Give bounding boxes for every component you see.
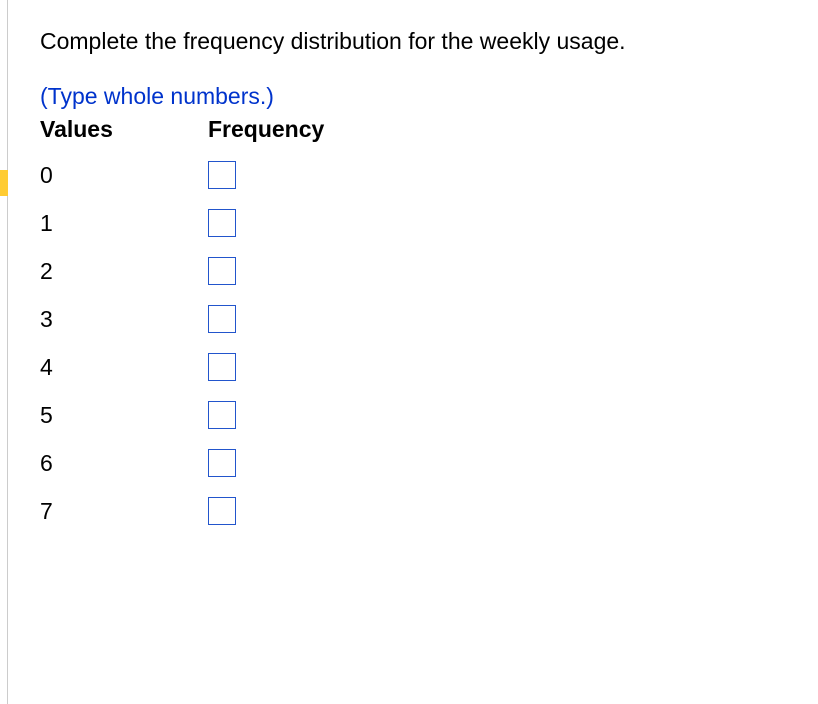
prompt-text: Complete the frequency distribution for … <box>40 28 818 55</box>
input-cell <box>208 199 324 247</box>
value-cell: 1 <box>40 199 208 247</box>
table-row: 1 <box>40 199 324 247</box>
value-cell: 7 <box>40 487 208 535</box>
input-cell <box>208 391 324 439</box>
input-cell <box>208 151 324 199</box>
table-row: 5 <box>40 391 324 439</box>
frequency-input-3[interactable] <box>208 305 236 333</box>
value-cell: 5 <box>40 391 208 439</box>
input-cell <box>208 343 324 391</box>
frequency-header: Frequency <box>208 116 324 151</box>
frequency-table: Values Frequency 0 1 2 3 <box>40 116 324 535</box>
frequency-input-4[interactable] <box>208 353 236 381</box>
frequency-input-5[interactable] <box>208 401 236 429</box>
input-cell <box>208 247 324 295</box>
table-row: 3 <box>40 295 324 343</box>
left-rule <box>0 0 8 704</box>
frequency-input-1[interactable] <box>208 209 236 237</box>
row-marker <box>0 170 8 196</box>
question-panel: Complete the frequency distribution for … <box>0 0 818 535</box>
values-header: Values <box>40 116 208 151</box>
table-row: 2 <box>40 247 324 295</box>
value-cell: 3 <box>40 295 208 343</box>
table-row: 0 <box>40 151 324 199</box>
frequency-input-2[interactable] <box>208 257 236 285</box>
input-cell <box>208 295 324 343</box>
table-row: 6 <box>40 439 324 487</box>
value-cell: 2 <box>40 247 208 295</box>
input-cell <box>208 487 324 535</box>
table-row: 7 <box>40 487 324 535</box>
value-cell: 6 <box>40 439 208 487</box>
hint-text: (Type whole numbers.) <box>40 83 818 110</box>
table-header-row: Values Frequency <box>40 116 324 151</box>
frequency-input-6[interactable] <box>208 449 236 477</box>
input-cell <box>208 439 324 487</box>
frequency-input-0[interactable] <box>208 161 236 189</box>
frequency-input-7[interactable] <box>208 497 236 525</box>
value-cell: 4 <box>40 343 208 391</box>
table-row: 4 <box>40 343 324 391</box>
value-cell: 0 <box>40 151 208 199</box>
